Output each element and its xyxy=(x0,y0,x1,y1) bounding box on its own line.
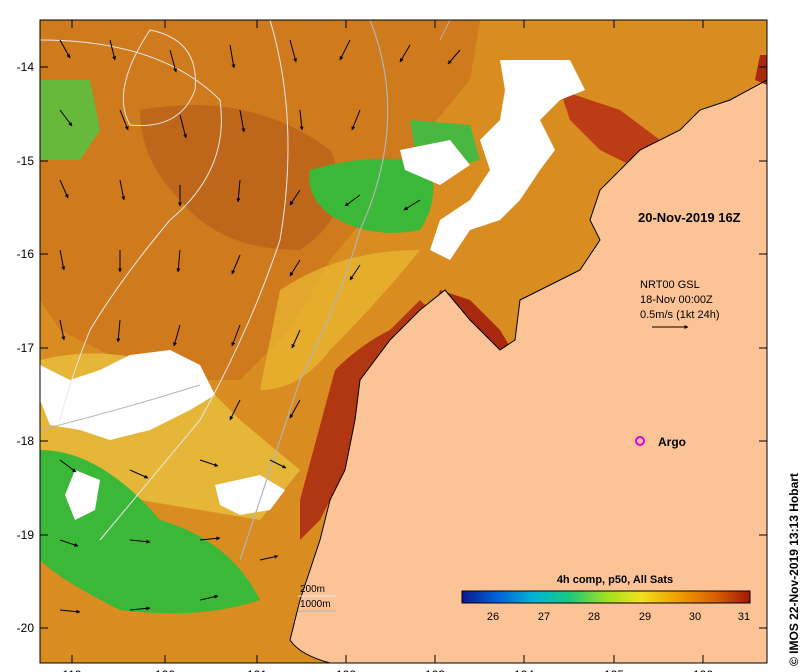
colorbar-tick: 26 xyxy=(487,611,499,623)
current-legend-line1: NRT00 GSL xyxy=(640,279,700,291)
colorbar: 4h comp, p50, All Sats 26 27 28 29 30 31 xyxy=(461,574,751,623)
y-tick-label: -20 xyxy=(17,621,35,635)
y-tick-label: -18 xyxy=(17,434,35,448)
argo-marker: Argo xyxy=(635,435,686,449)
colorbar-tick: 29 xyxy=(639,611,651,623)
x-tick-label: 122 xyxy=(336,668,356,672)
y-tick-marks xyxy=(40,66,767,629)
y-tick-label: -19 xyxy=(17,528,35,542)
colorbar-tick: 30 xyxy=(689,611,701,623)
colorbar-tick: 31 xyxy=(738,611,750,623)
x-tick-label: 120 xyxy=(155,668,175,672)
colorbar-scale xyxy=(461,590,751,604)
argo-label: Argo xyxy=(658,435,686,449)
credit-text: © IMOS 22-Nov-2019 13:13 Hobart xyxy=(787,473,801,666)
x-tick-label: 123 xyxy=(425,668,445,672)
map-field xyxy=(40,20,767,663)
x-tick-label: 119 xyxy=(62,668,81,672)
y-tick-label: -16 xyxy=(17,247,35,261)
current-legend-line3: 0.5m/s (1kt 24h) xyxy=(640,309,719,321)
colorbar-tick: 27 xyxy=(538,611,550,623)
argo-float-icon xyxy=(635,436,645,446)
depth-label-1000: 1000m xyxy=(300,599,331,610)
x-tick-label: 121 xyxy=(247,668,267,672)
map-timestamp: 20-Nov-2019 16Z xyxy=(638,210,741,225)
x-tick-label: 125 xyxy=(604,668,624,672)
x-tick-label: 124 xyxy=(514,668,534,672)
x-tick-label: 126 xyxy=(693,668,713,672)
y-tick-label: -14 xyxy=(17,60,35,74)
x-tick-marks xyxy=(71,20,704,663)
y-tick-label: -17 xyxy=(17,341,35,355)
depth-label-200: 200m xyxy=(300,584,325,595)
depth-contour-legend: 200m 1000m xyxy=(298,584,336,612)
y-tick-label: -15 xyxy=(17,154,35,168)
colorbar-tick: 28 xyxy=(588,611,600,623)
current-legend-line2: 18-Nov 00:00Z xyxy=(640,294,713,306)
current-legend: NRT00 GSL 18-Nov 00:00Z 0.5m/s (1kt 24h) xyxy=(640,279,719,329)
colorbar-title: 4h comp, p50, All Sats xyxy=(557,574,673,586)
